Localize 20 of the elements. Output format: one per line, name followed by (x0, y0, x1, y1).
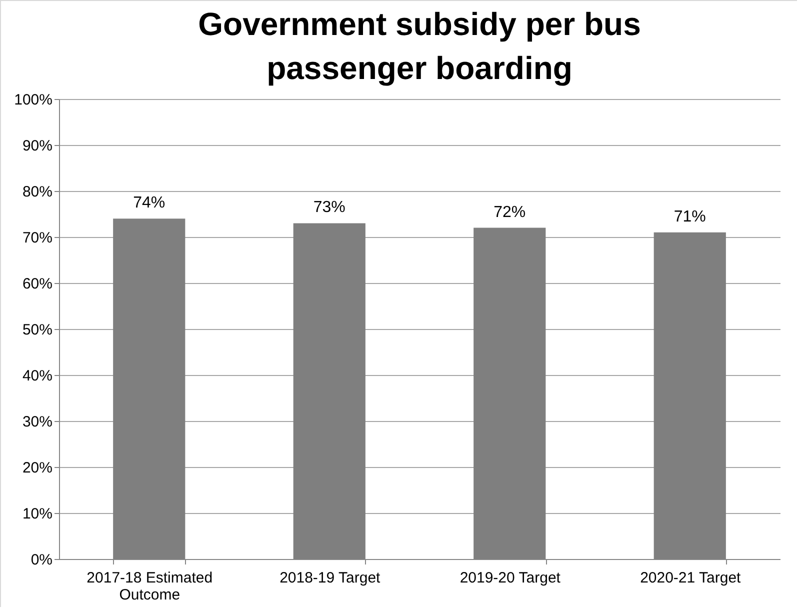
x-tick-label: 2019-20 Target (460, 570, 562, 586)
y-tick-label: 10% (22, 506, 52, 522)
data-label: 71% (674, 208, 706, 226)
y-tick-label: 70% (22, 230, 52, 246)
y-tick-label: 20% (22, 460, 52, 476)
y-tick-label: 90% (22, 138, 52, 154)
chart-title: Government subsidy per bus passenger boarding (198, 6, 641, 86)
y-tick-label: 60% (22, 276, 52, 292)
x-tick-label: 2018-19 Target (280, 570, 382, 586)
data-label: 74% (133, 194, 166, 212)
y-tick-label: 50% (22, 322, 52, 338)
y-tick-label: 40% (22, 368, 52, 384)
y-tick-label: 0% (30, 552, 52, 568)
x-tick-label: 2020-21 Target (640, 570, 742, 586)
y-tick-label: 30% (22, 414, 52, 430)
y-tick-label: 100% (14, 92, 52, 108)
data-label: 72% (494, 204, 526, 221)
x-tick-label: 2017-18 Estimated Outcome (86, 570, 213, 604)
y-tick-label: 80% (22, 184, 52, 200)
data-label: 73% (313, 199, 346, 216)
